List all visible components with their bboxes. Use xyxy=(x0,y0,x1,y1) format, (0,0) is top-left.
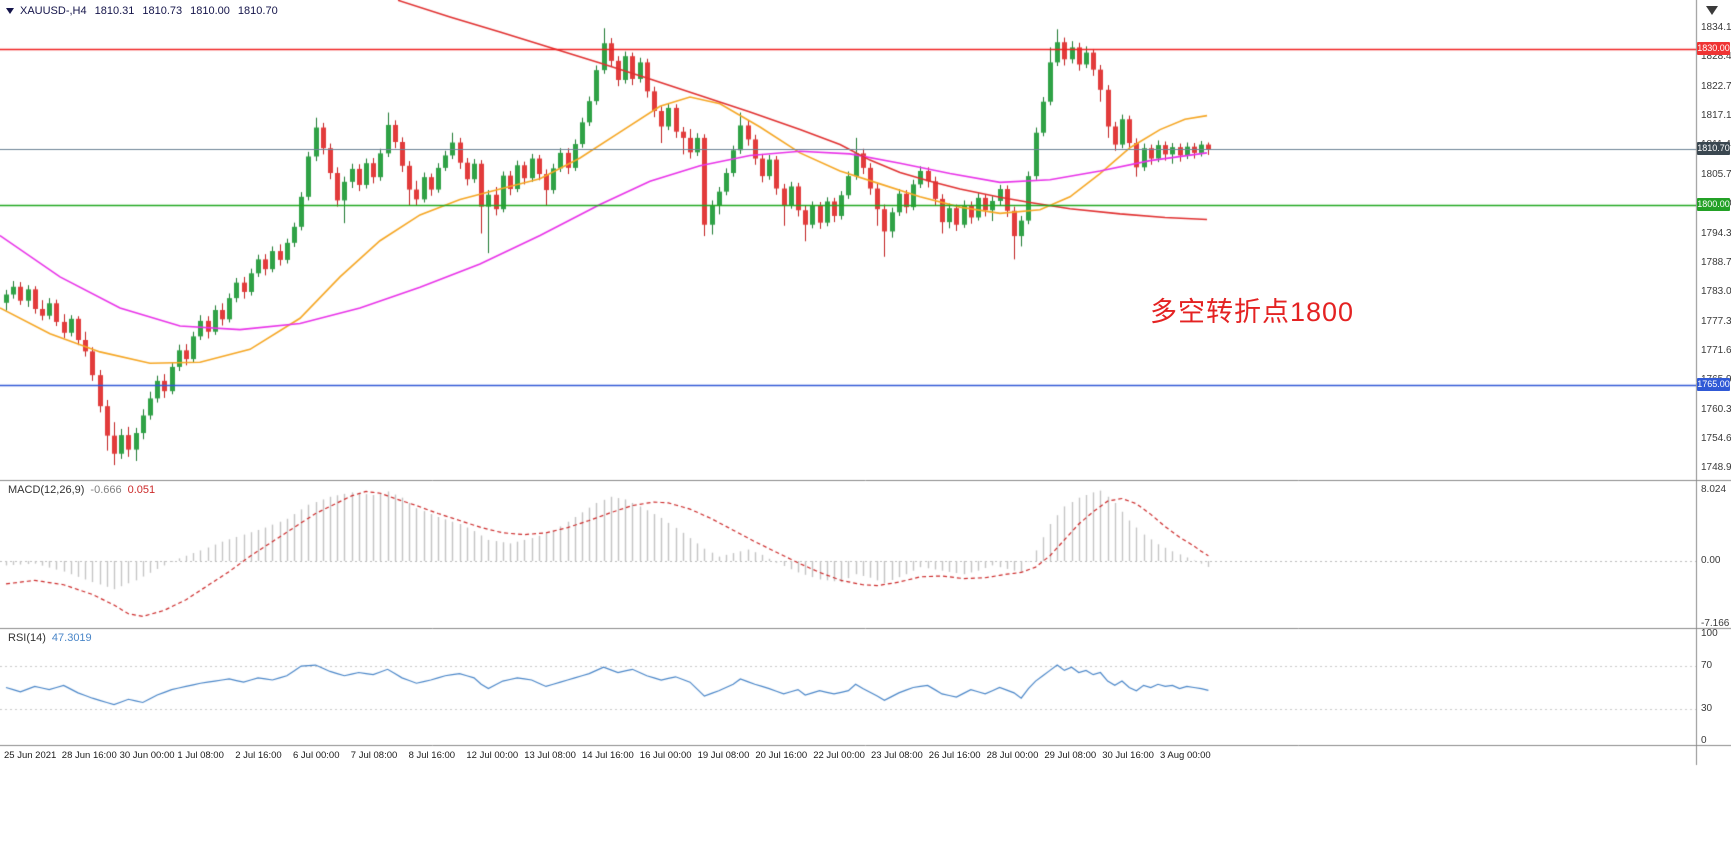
chart-shift-marker-icon[interactable] xyxy=(1706,6,1718,15)
price-axis-label: 1828.47 xyxy=(1701,51,1731,63)
price-badge: 1810.70 xyxy=(1697,142,1730,156)
price-axis-label: 1805.75 xyxy=(1701,168,1731,180)
price-axis-label: 1788.71 xyxy=(1701,256,1731,268)
rsi-scale-label: 0 xyxy=(1701,735,1707,746)
price-axis-label: 1834.15 xyxy=(1701,22,1731,34)
rsi-scale-label: 70 xyxy=(1701,660,1713,672)
symbol-marker-icon xyxy=(6,8,14,14)
price-axis-label: 1760.31 xyxy=(1701,403,1731,415)
time-axis-label: 6 Jul 00:00 xyxy=(293,750,340,761)
ohlc-open: 1810.31 xyxy=(94,5,135,17)
symbol-name: XAUUSD-,H4 xyxy=(20,5,87,17)
time-axis-label: 28 Jun 16:00 xyxy=(61,750,117,761)
time-axis-label: 30 Jul 16:00 xyxy=(1102,750,1154,761)
macd-label: MACD(12,26,9) xyxy=(8,484,85,496)
price-badge: 1830.00 xyxy=(1697,42,1730,56)
time-axis-label: 1 Jul 08:00 xyxy=(177,750,224,761)
time-axis-label: 22 Jul 00:00 xyxy=(813,750,865,761)
time-axis-label: 16 Jul 00:00 xyxy=(639,750,692,761)
ohlc-close: 1810.70 xyxy=(237,5,278,17)
macd-indicator-header: MACD(12,26,9) -0.666 0.051 xyxy=(8,484,155,496)
time-axis-label: 12 Jul 00:00 xyxy=(466,750,519,761)
macd-scale-label: 8.024 xyxy=(1701,484,1727,496)
price-axis-label: 1794.39 xyxy=(1701,227,1731,239)
ohlc-high: 1810.73 xyxy=(142,5,183,17)
rsi-scale-label: 100 xyxy=(1701,628,1718,639)
macd-scale-label: 0.00 xyxy=(1701,555,1721,566)
rsi-label: RSI(14) xyxy=(8,632,46,644)
price-axis-label: 1822.79 xyxy=(1701,80,1731,92)
time-axis-label: 23 Jul 08:00 xyxy=(871,750,923,761)
time-axis-label: 8 Jul 16:00 xyxy=(408,750,456,761)
time-axis-label: 14 Jul 16:00 xyxy=(582,750,634,761)
time-axis-label: 7 Jul 08:00 xyxy=(350,750,398,761)
pivot-annotation-text: 多空转折点1800 xyxy=(1150,297,1355,327)
macd-scale-label: -7.166 xyxy=(1701,618,1730,630)
time-axis-label: 30 Jun 00:00 xyxy=(119,750,175,761)
macd-main-value: -0.666 xyxy=(90,484,122,496)
time-axis-label: 28 Jul 00:00 xyxy=(986,750,1039,761)
time-axis-label: 26 Jul 16:00 xyxy=(928,750,981,761)
time-axis-label: 29 Jul 08:00 xyxy=(1044,750,1097,761)
symbol-header: XAUUSD-,H4 1810.31 1810.73 1810.00 1810.… xyxy=(6,5,278,17)
price-axis-label: 1771.67 xyxy=(1701,345,1731,357)
price-axis-label: 1777.35 xyxy=(1701,315,1731,327)
time-axis-label: 25 Jun 2021 xyxy=(4,750,57,761)
price-badge: 1765.00 xyxy=(1697,378,1730,392)
time-axis-label: 20 Jul 16:00 xyxy=(755,750,808,761)
price-axis-label: 1748.95 xyxy=(1701,462,1731,474)
price-axis-label: 1783.03 xyxy=(1701,286,1731,298)
price-axis-label: 1817.11 xyxy=(1701,110,1731,122)
time-axis-label: 3 Aug 00:00 xyxy=(1160,750,1211,761)
price-axis-label: 1754.63 xyxy=(1701,433,1731,445)
price-badge: 1800.00 xyxy=(1697,197,1730,211)
macd-signal-value: 0.051 xyxy=(127,484,156,496)
time-axis-label: 13 Jul 08:00 xyxy=(524,750,576,761)
rsi-indicator-header: RSI(14) 47.3019 xyxy=(8,632,92,644)
time-axis-label: 2 Jul 16:00 xyxy=(235,750,282,761)
time-axis-label: 19 Jul 08:00 xyxy=(697,750,750,761)
rsi-scale-label: 30 xyxy=(1701,702,1713,714)
rsi-value: 47.3019 xyxy=(51,632,92,644)
ohlc-low: 1810.00 xyxy=(190,5,230,17)
